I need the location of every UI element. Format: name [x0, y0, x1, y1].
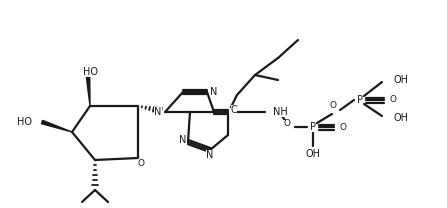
- Text: HO: HO: [17, 117, 32, 127]
- Text: O: O: [340, 123, 346, 131]
- Text: P: P: [357, 95, 363, 105]
- Text: C: C: [231, 105, 237, 115]
- Text: NH: NH: [273, 107, 288, 117]
- Polygon shape: [42, 120, 72, 132]
- Text: N: N: [207, 150, 214, 160]
- Text: N: N: [210, 87, 218, 97]
- Polygon shape: [86, 76, 90, 106]
- Text: N: N: [154, 107, 162, 117]
- Text: O: O: [329, 102, 337, 110]
- Text: O: O: [138, 158, 144, 167]
- Text: O: O: [283, 120, 291, 129]
- Text: O: O: [389, 95, 396, 104]
- Text: HO: HO: [83, 67, 97, 77]
- Text: OH: OH: [394, 75, 409, 85]
- Text: OH: OH: [394, 113, 409, 123]
- Text: OH: OH: [305, 149, 320, 159]
- Text: N: N: [179, 135, 187, 145]
- Text: P: P: [310, 122, 316, 132]
